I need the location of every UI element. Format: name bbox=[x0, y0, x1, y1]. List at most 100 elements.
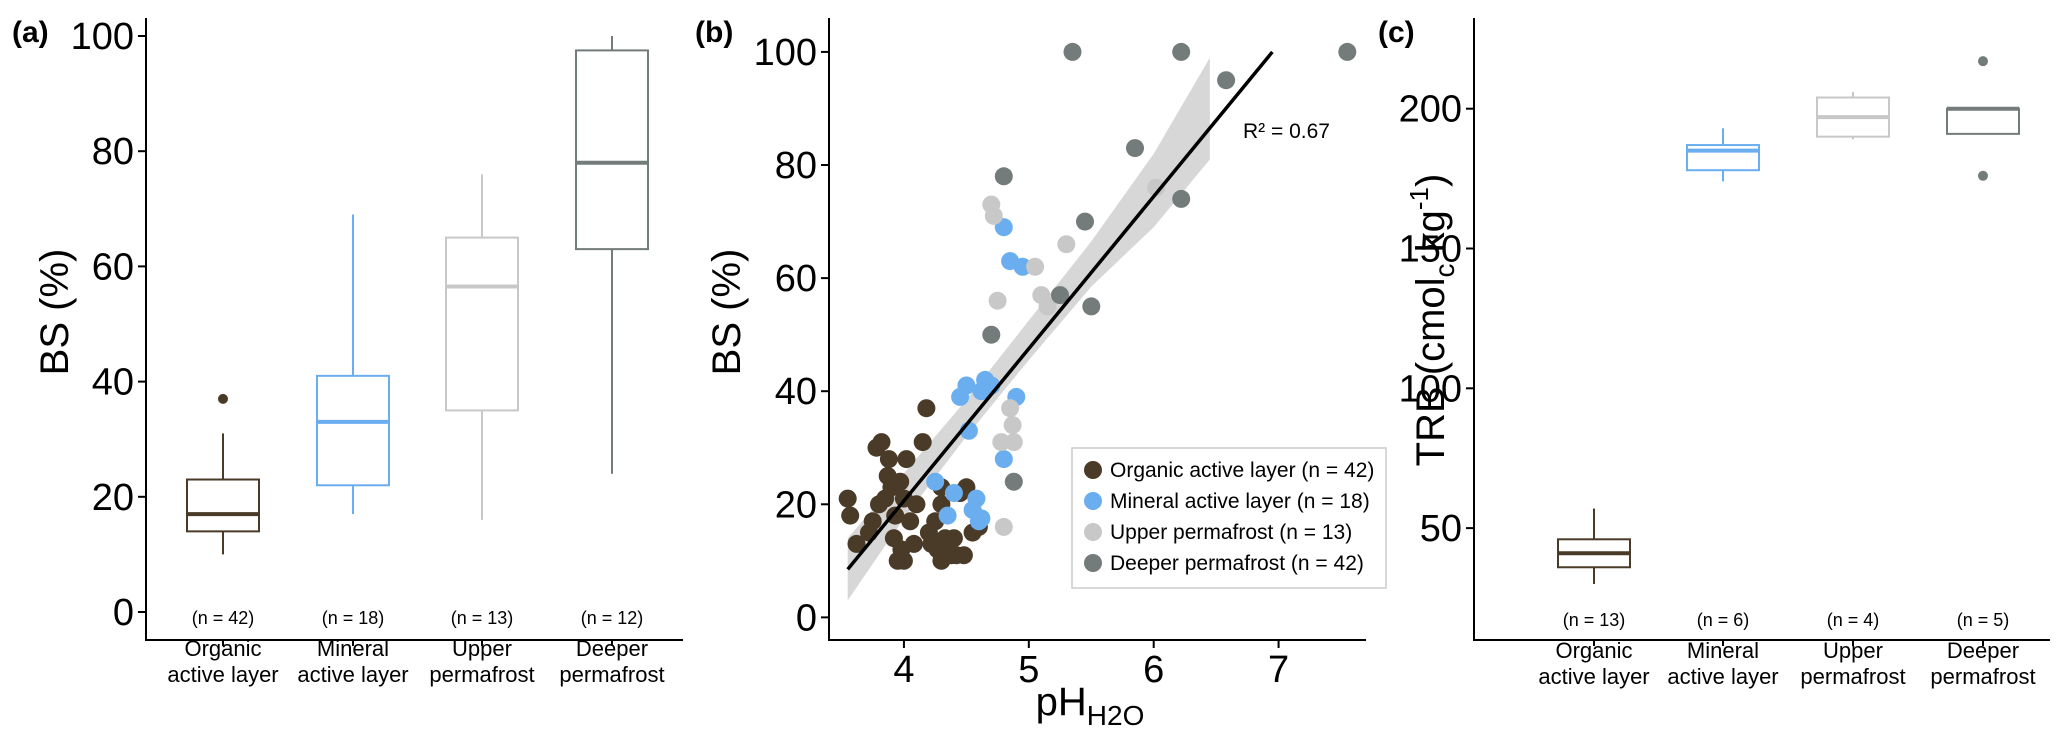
panel-b-legend: Organic active layer (n = 42) Mineral act… bbox=[1071, 447, 1387, 589]
panel-a-box-group bbox=[316, 214, 390, 515]
scatter-point-deeper-permafrost bbox=[982, 325, 1001, 344]
panel-c-category-label-line2: permafrost bbox=[1930, 664, 2035, 689]
panel-b-confidence-band bbox=[847, 57, 1210, 601]
scatter-point-mineral-active-layer bbox=[967, 489, 986, 508]
scatter-point-mineral-active-layer bbox=[994, 450, 1013, 469]
panel-a-axes bbox=[145, 18, 683, 641]
panel-b-y-tick-label: 60 bbox=[775, 258, 817, 300]
panel-c-y-tick-label: 50 bbox=[1420, 508, 1462, 550]
panel-a-iqr-box bbox=[445, 236, 519, 412]
panel-c-boxes bbox=[1557, 56, 2020, 585]
panel-b-y-tick-label: 80 bbox=[775, 145, 817, 187]
panel-b-y-tick-label: 100 bbox=[754, 32, 817, 74]
scatter-point-deeper-permafrost bbox=[1076, 212, 1094, 231]
panel-c-y-axis-title-main: TRB (cmol bbox=[1409, 277, 1453, 466]
scatter-point-upper-permafrost bbox=[1057, 235, 1076, 254]
panel-c-y-tick-label: 200 bbox=[1399, 89, 1462, 131]
scatter-point-upper-permafrost bbox=[1038, 297, 1057, 316]
scatter-point-organic-active-layer bbox=[904, 534, 923, 553]
scatter-point-mineral-active-layer bbox=[1013, 257, 1032, 276]
panel-a-category-label-line2: permafrost bbox=[559, 662, 664, 687]
scatter-point-upper-permafrost bbox=[992, 433, 1011, 452]
panel-c-iqr-box bbox=[1946, 107, 2020, 135]
panel-a-y-tick-label: 40 bbox=[92, 362, 134, 404]
panel-b-label: (b) bbox=[695, 16, 733, 49]
panel-b-regression-line bbox=[846, 50, 1274, 571]
panel-c-category-label-line2: active layer bbox=[1538, 664, 1649, 689]
panel-c-label: (c) bbox=[1378, 16, 1415, 49]
panel-b-ticks: 0 20 40 60 80 100 4 5 6 7 bbox=[754, 32, 1290, 691]
panel-a-boxes bbox=[186, 36, 649, 555]
panel-b-y-axis-title: BS (%) bbox=[705, 249, 749, 376]
panel-c-y-tick-label: 150 bbox=[1399, 229, 1462, 271]
panel-a-n-label: (n = 13) bbox=[451, 608, 514, 628]
scatter-point-organic-active-layer bbox=[944, 529, 963, 548]
panel-c-box-group bbox=[1946, 56, 2020, 181]
scatter-point-mineral-active-layer bbox=[926, 472, 945, 491]
scatter-point-upper-permafrost bbox=[1147, 178, 1166, 197]
scatter-point-organic-active-layer bbox=[886, 506, 905, 525]
scatter-point-organic-active-layer bbox=[901, 512, 920, 531]
panel-c-y-axis-title-sup: -1 bbox=[1404, 187, 1434, 210]
panel-c-box-group bbox=[1557, 508, 1631, 585]
panel-a-outlier-point bbox=[218, 393, 228, 404]
scatter-point-deeper-permafrost bbox=[1172, 189, 1191, 208]
panel-a-y-tick-label: 60 bbox=[92, 246, 134, 288]
scatter-point-organic-active-layer bbox=[841, 506, 860, 525]
panel-a-box-group bbox=[445, 174, 519, 520]
scatter-point-upper-permafrost bbox=[1026, 257, 1045, 276]
legend-marker bbox=[1084, 523, 1102, 541]
legend-label: Deeper permafrost (n = 42) bbox=[1110, 552, 1364, 575]
scatter-point-organic-active-layer bbox=[863, 512, 882, 531]
scatter-point-deeper-permafrost bbox=[994, 167, 1013, 186]
legend-label: Organic active layer (n = 42) bbox=[1110, 459, 1374, 482]
panel-b-axes bbox=[828, 18, 1366, 641]
panel-a-iqr-box bbox=[575, 49, 649, 251]
scatter-point-organic-active-layer bbox=[907, 495, 926, 514]
panel-b-y-tick-label: 0 bbox=[796, 597, 817, 639]
scatter-point-organic-active-layer bbox=[913, 433, 932, 452]
panel-b-x-axis-title-main: pH bbox=[1036, 680, 1087, 724]
panel-c-box-group bbox=[1686, 128, 1760, 182]
scatter-point-upper-permafrost bbox=[984, 206, 1003, 225]
panel-c-axes bbox=[1473, 18, 2050, 641]
scatter-point-upper-permafrost bbox=[994, 517, 1013, 536]
panel-a-n-label: (n = 42) bbox=[192, 608, 255, 628]
scatter-point-deeper-permafrost bbox=[1004, 472, 1023, 491]
panel-c-category-label-line2: active layer bbox=[1667, 664, 1778, 689]
panel-c-trb-boxplot: (c) TRB (cmolc kg-1) 50 100 150 200 (n = 13… bbox=[1378, 16, 2050, 689]
panel-c-y-axis-title: TRB (cmolc kg-1) bbox=[1404, 174, 1460, 467]
scatter-point-mineral-active-layer bbox=[972, 509, 991, 528]
scatter-point-upper-permafrost bbox=[1004, 433, 1023, 452]
panel-c-y-axis-title-mid: kg bbox=[1409, 210, 1453, 263]
panel-b-x-tick-label: 7 bbox=[1268, 649, 1289, 691]
panel-b-y-tick-label: 40 bbox=[775, 371, 817, 413]
scatter-point-deeper-permafrost bbox=[1051, 286, 1069, 305]
scatter-point-deeper-permafrost bbox=[1217, 71, 1236, 90]
scatter-point-deeper-permafrost bbox=[1063, 42, 1082, 61]
panel-c-y-tick-label: 100 bbox=[1399, 368, 1462, 410]
legend-label: Mineral active layer (n = 18) bbox=[1110, 490, 1370, 513]
scatter-point-organic-active-layer bbox=[891, 472, 910, 491]
panel-a-box-group bbox=[186, 393, 260, 555]
panel-c-y-ticks: 50 100 150 200 bbox=[1399, 89, 1474, 550]
panel-b-points bbox=[838, 42, 1357, 570]
scatter-point-mineral-active-layer bbox=[944, 484, 963, 502]
panel-c-n-label: (n = 6) bbox=[1697, 610, 1750, 630]
panel-a-iqr-box bbox=[316, 374, 390, 487]
panel-c-n-label: (n = 13) bbox=[1563, 610, 1626, 630]
panel-c-n-label: (n = 4) bbox=[1827, 610, 1880, 630]
panel-a-category-label-line2: active layer bbox=[297, 662, 408, 687]
scatter-point-deeper-permafrost bbox=[1338, 42, 1357, 61]
panel-a-y-tick-label: 100 bbox=[71, 16, 134, 58]
panel-a-y-tick-label: 20 bbox=[92, 477, 134, 519]
legend-marker bbox=[1084, 461, 1102, 479]
legend-label: Upper permafrost (n = 13) bbox=[1110, 521, 1352, 544]
scatter-point-deeper-permafrost bbox=[1082, 297, 1101, 316]
scatter-point-organic-active-layer bbox=[872, 433, 891, 452]
scatter-point-mineral-active-layer bbox=[957, 376, 976, 395]
panel-c-box-group bbox=[1816, 91, 1890, 140]
